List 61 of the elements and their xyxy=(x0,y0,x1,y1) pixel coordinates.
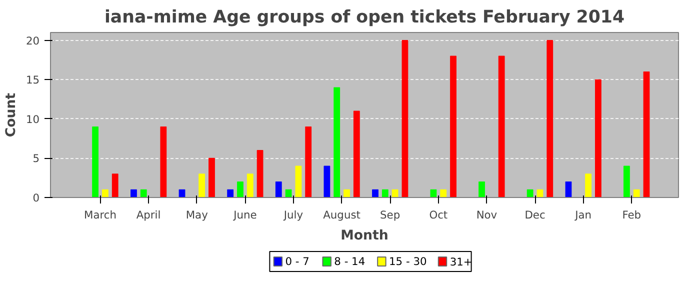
legend-label: 31+ xyxy=(450,256,472,268)
legend-label: 15 - 30 xyxy=(389,255,427,268)
x-tick-label: March xyxy=(84,208,116,222)
bar xyxy=(498,56,505,198)
legend-label: 0 - 7 xyxy=(285,255,310,268)
bar xyxy=(392,189,398,198)
bar xyxy=(633,189,640,198)
bar xyxy=(227,189,234,198)
x-axis-title: Month xyxy=(340,228,388,244)
bar xyxy=(324,166,330,198)
bar xyxy=(372,189,378,198)
bar xyxy=(275,181,282,198)
bar xyxy=(402,40,408,198)
y-tick-label: 5 xyxy=(32,152,40,166)
bar xyxy=(430,189,437,198)
bar xyxy=(353,110,360,198)
y-tick-label: 0 xyxy=(32,192,40,204)
x-tick-label: July xyxy=(282,208,304,222)
y-tick-label: 20 xyxy=(26,34,40,48)
bar xyxy=(246,174,254,198)
bar xyxy=(295,166,302,198)
bar xyxy=(237,181,244,198)
bar xyxy=(130,189,137,198)
bar xyxy=(92,126,99,198)
x-tick-label: Nov xyxy=(476,208,498,222)
bar xyxy=(585,174,592,198)
bar xyxy=(344,189,350,198)
bar xyxy=(112,174,118,198)
x-tick-label: Dec xyxy=(524,208,546,222)
bar xyxy=(208,158,215,198)
bar xyxy=(546,40,554,198)
bar xyxy=(334,87,340,198)
bar xyxy=(160,126,167,198)
bar xyxy=(305,126,312,198)
bar xyxy=(102,189,108,198)
x-tick-label: June xyxy=(232,208,257,222)
x-tick-label: April xyxy=(136,208,161,222)
bar xyxy=(565,181,572,198)
x-tick-label: Sep xyxy=(380,208,400,222)
chart-title: iana-mime Age groups of open tickets February 2014 xyxy=(104,8,625,28)
bar xyxy=(198,174,206,198)
bar xyxy=(594,79,602,198)
bar xyxy=(643,71,650,198)
x-tick-label: May xyxy=(186,208,208,222)
bar xyxy=(382,189,388,198)
x-tick-label: August xyxy=(323,208,360,222)
x-tick-label: Oct xyxy=(429,208,448,222)
bar xyxy=(478,181,485,198)
x-tick-label: Jan xyxy=(574,208,592,222)
x-tick-label: Feb xyxy=(622,208,642,222)
bar xyxy=(526,189,534,198)
bar xyxy=(623,166,630,198)
legend-label: 8 - 14 xyxy=(334,255,366,268)
y-tick-label: 15 xyxy=(26,74,40,87)
y-axis-title: Count xyxy=(4,92,19,138)
bar xyxy=(140,189,147,198)
bar xyxy=(256,150,264,198)
y-tick-label: 10 xyxy=(26,112,40,126)
bar xyxy=(450,56,456,198)
bar xyxy=(285,189,292,198)
bar xyxy=(440,189,447,198)
